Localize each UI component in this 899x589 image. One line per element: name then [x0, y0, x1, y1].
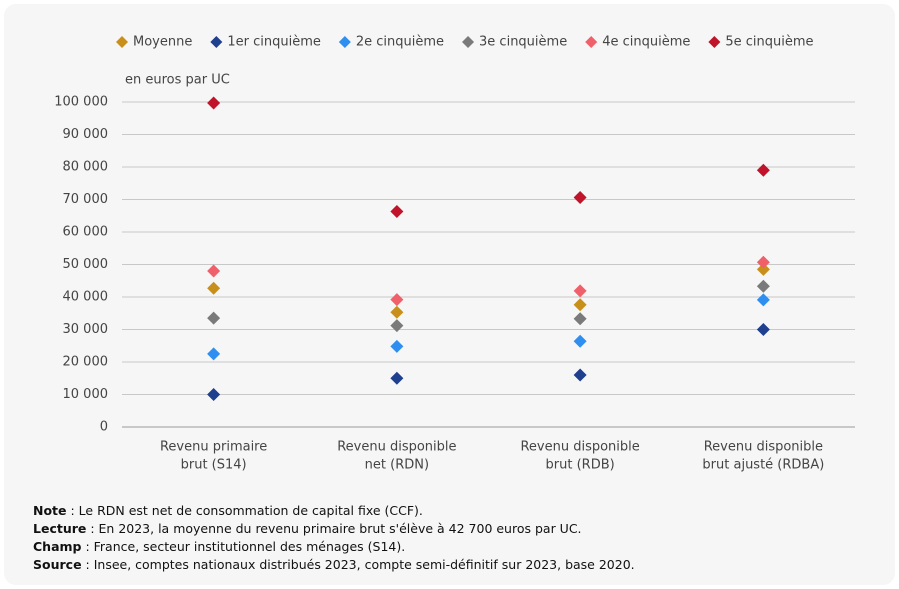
legend-label: 1er cinquième	[227, 35, 321, 50]
x-tick-label: brut ajusté (RDBA)	[702, 458, 824, 473]
point	[390, 305, 404, 319]
point	[390, 371, 404, 385]
note-text: : En 2023, la moyenne du revenu primaire…	[86, 521, 581, 536]
point	[207, 388, 221, 401]
x-tick-label: Revenu disponible	[337, 440, 456, 455]
y-axis-label: en euros par UC	[125, 73, 230, 88]
point	[573, 368, 587, 382]
y-tick-label: 70 000	[63, 192, 109, 207]
point	[573, 191, 587, 205]
point	[573, 298, 587, 312]
note: Lecture : En 2023, la moyenne du revenu …	[33, 521, 582, 536]
point	[207, 281, 221, 295]
point	[207, 264, 221, 278]
x-tick-label: Revenu primaire	[160, 440, 267, 455]
point	[756, 163, 770, 177]
point	[207, 96, 221, 110]
point	[390, 293, 404, 307]
x-tick-label: brut (S14)	[181, 458, 247, 473]
x-tick-label: brut (RDB)	[546, 458, 615, 473]
point	[573, 312, 587, 326]
point	[573, 334, 587, 348]
point	[390, 339, 404, 353]
y-tick-label: 50 000	[63, 257, 109, 272]
point	[207, 347, 221, 361]
legend-marker	[462, 36, 475, 48]
legend-marker	[210, 36, 223, 48]
point	[756, 279, 770, 293]
note-label: Lecture	[33, 521, 86, 536]
note-label: Champ	[33, 539, 82, 554]
note-text: : Insee, comptes nationaux distribués 20…	[82, 557, 635, 572]
y-tick-label: 30 000	[63, 322, 109, 337]
note: Source : Insee, comptes nationaux distri…	[33, 557, 635, 572]
x-tick-label: Revenu disponible	[704, 440, 823, 455]
legend-label: 4e cinquième	[602, 35, 690, 50]
notes: Note : Le RDN est net de consommation de…	[33, 503, 635, 572]
y-tick-label: 80 000	[63, 160, 109, 175]
point	[756, 293, 770, 307]
y-tick-label: 0	[100, 420, 108, 435]
x-tick-label: Revenu disponible	[520, 440, 639, 455]
point	[390, 319, 404, 333]
legend-marker	[116, 36, 128, 48]
y-tick-label: 40 000	[63, 290, 109, 305]
point	[390, 205, 404, 219]
y-tick-label: 90 000	[63, 127, 109, 142]
note: Note : Le RDN est net de consommation de…	[33, 503, 423, 518]
legend-label: 5e cinquième	[725, 35, 813, 50]
point	[207, 311, 221, 325]
y-tick-label: 20 000	[63, 355, 109, 370]
point	[756, 323, 770, 336]
card	[4, 4, 895, 585]
legend-marker	[338, 36, 351, 48]
y-tick-label: 100 000	[54, 95, 108, 110]
point	[756, 262, 770, 276]
legend-label: Moyenne	[133, 35, 192, 50]
note-label: Note	[33, 503, 67, 518]
y-tick-label: 10 000	[63, 387, 109, 402]
note: Champ : France, secteur institutionnel d…	[33, 539, 405, 554]
legend-marker	[708, 36, 721, 48]
y-tick-label: 60 000	[63, 225, 109, 240]
note-label: Source	[33, 557, 82, 572]
point	[756, 255, 770, 269]
legend-marker	[585, 36, 598, 48]
x-tick-label: net (RDN)	[365, 458, 429, 473]
note-text: : France, secteur institutionnel des mén…	[81, 539, 405, 554]
note-text: : Le RDN est net de consommation de capi…	[67, 503, 423, 518]
point	[573, 284, 587, 298]
legend-label: 2e cinquième	[356, 35, 444, 50]
legend-label: 3e cinquième	[479, 35, 567, 50]
